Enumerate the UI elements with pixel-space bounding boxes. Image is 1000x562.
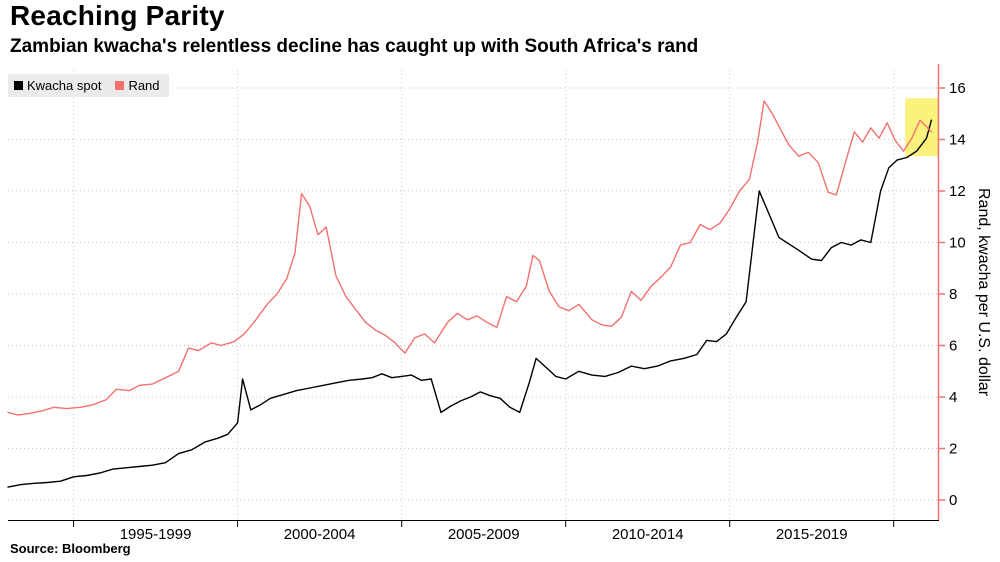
legend-label-kwacha: Kwacha spot [27, 78, 102, 93]
series-line-rand [7, 100, 933, 416]
y-tick-label: 10 [949, 235, 966, 252]
x-tick-label: 2005-2009 [448, 526, 520, 543]
x-tick-label: 2015-2019 [776, 526, 848, 543]
kwacha-swatch-icon [14, 81, 23, 90]
x-tick-label: 2000-2004 [284, 526, 356, 543]
legend-item-rand: Rand [115, 78, 160, 93]
highlight-region [905, 98, 938, 157]
y-tick-label: 12 [949, 183, 966, 200]
y-tick-label: 0 [949, 492, 957, 509]
y-tick-label: 8 [949, 286, 957, 303]
legend-label-rand: Rand [128, 78, 160, 93]
y-tick-label: 14 [949, 132, 966, 149]
chart-subtitle: Zambian kwacha's relentless decline has … [10, 36, 699, 57]
chart-title: Reaching Parity [10, 0, 225, 31]
chart-legend: Kwacha spot Rand [8, 74, 169, 97]
y-tick-label: 6 [949, 338, 957, 355]
source-label: Source: Bloomberg [10, 541, 131, 556]
y-tick-label: 4 [949, 389, 957, 406]
series-line-kwacha [7, 119, 933, 488]
y-tick-label: 2 [949, 441, 957, 458]
x-tick-label: 1995-1999 [120, 526, 192, 543]
legend-item-kwacha: Kwacha spot [14, 78, 101, 93]
x-tick-label: 2010-2014 [612, 526, 684, 543]
y-tick-label: 16 [949, 80, 966, 97]
y-axis-title: Rand, kwacha per U.S. dollar [975, 187, 992, 397]
rand-swatch-icon [115, 81, 125, 90]
